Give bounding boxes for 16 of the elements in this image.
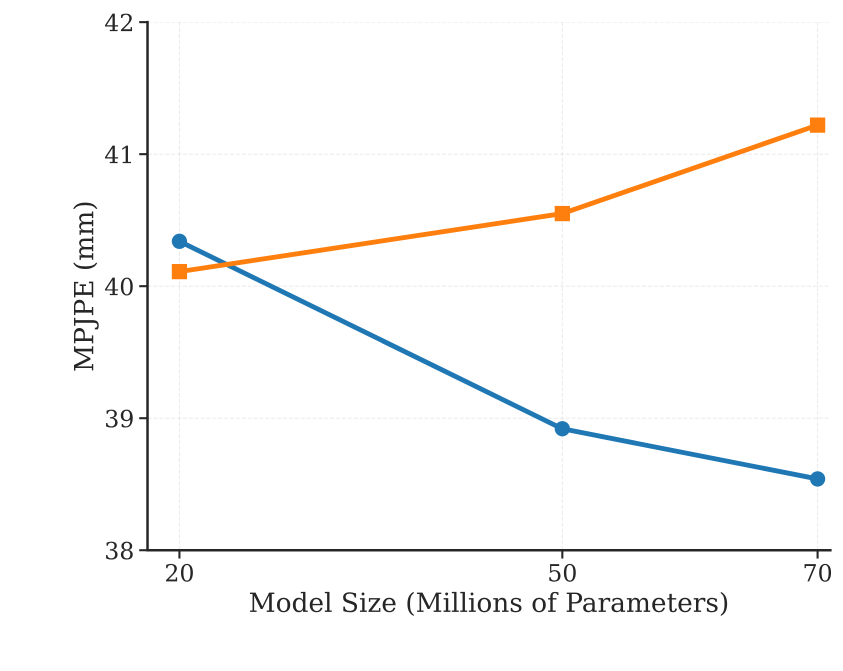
y-axis-title: MPJPE (mm) (73, 202, 99, 371)
x-axis-title: Model Size (Millions of Parameters) (250, 592, 728, 616)
x-tick-label: 50 (549, 564, 576, 582)
y-tick-label: 42 (105, 14, 132, 32)
point (172, 234, 188, 249)
point (810, 117, 826, 133)
point (554, 421, 570, 436)
point (172, 264, 188, 280)
y-tick-label: 39 (106, 410, 133, 428)
y-tick-label: 38 (106, 542, 133, 560)
point (810, 471, 826, 487)
point (554, 206, 570, 222)
y-tick-label: 40 (105, 278, 133, 296)
x-tick-label: 70 (804, 564, 832, 582)
x-tick-label: 20 (166, 564, 193, 582)
y-tick-label: 41 (105, 146, 131, 164)
